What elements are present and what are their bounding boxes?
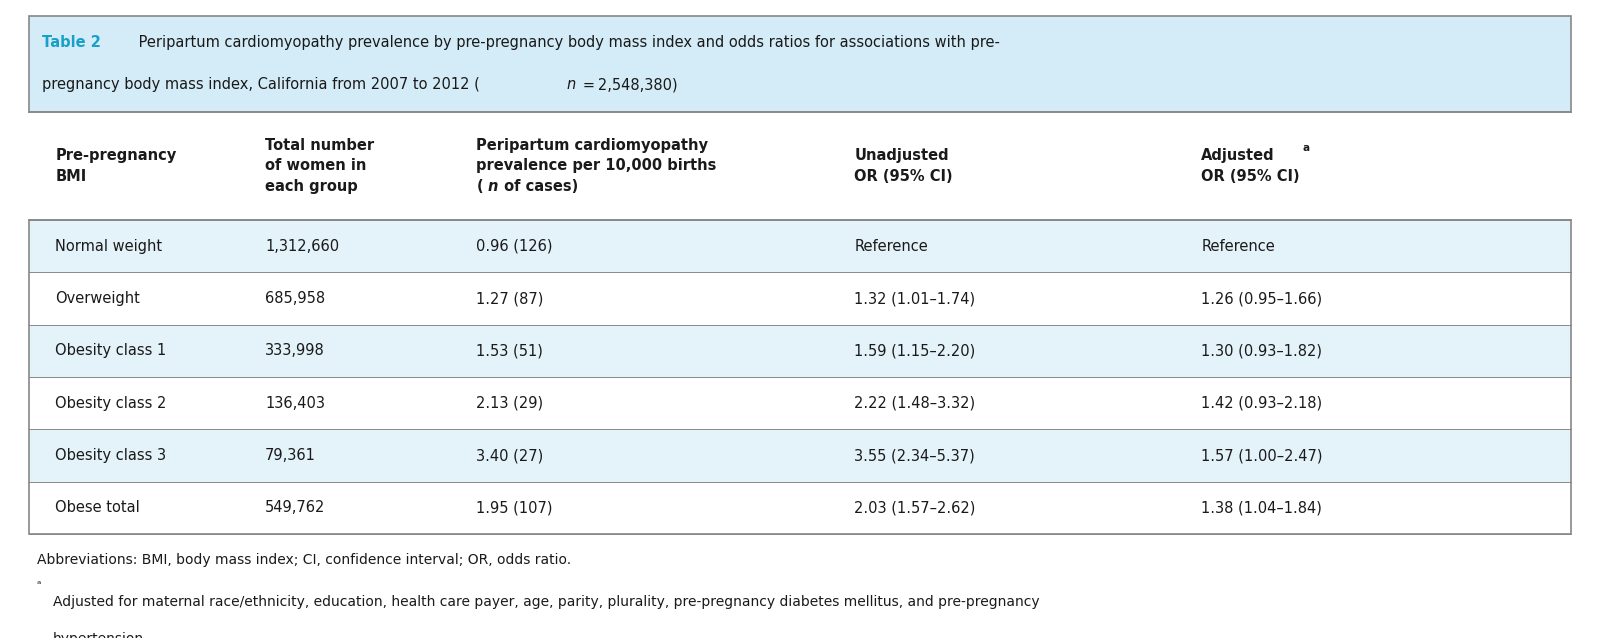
Text: hypertension.: hypertension. xyxy=(53,632,149,638)
Text: 2.22 (1.48–3.32): 2.22 (1.48–3.32) xyxy=(854,396,976,411)
Text: Obesity class 3: Obesity class 3 xyxy=(56,448,166,463)
Text: Adjusted: Adjusted xyxy=(1202,148,1275,163)
Text: OR (95% CI): OR (95% CI) xyxy=(854,168,954,184)
Text: (: ( xyxy=(477,179,483,194)
Text: 1.53 (51): 1.53 (51) xyxy=(477,343,544,359)
Text: 549,762: 549,762 xyxy=(266,500,325,516)
Text: 1.32 (1.01–1.74): 1.32 (1.01–1.74) xyxy=(854,291,976,306)
Text: 1.59 (1.15–2.20): 1.59 (1.15–2.20) xyxy=(854,343,976,359)
Text: 685,958: 685,958 xyxy=(266,291,325,306)
Text: 1.27 (87): 1.27 (87) xyxy=(477,291,544,306)
Bar xyxy=(29,16,1571,112)
Text: Peripartum cardiomyopathy prevalence by pre-pregnancy body mass index and odds r: Peripartum cardiomyopathy prevalence by … xyxy=(134,35,1000,50)
Text: Total number: Total number xyxy=(266,138,374,153)
Bar xyxy=(29,325,1571,377)
Text: Pre-pregnancy: Pre-pregnancy xyxy=(56,148,176,163)
Text: n: n xyxy=(488,179,498,194)
Text: Obesity class 1: Obesity class 1 xyxy=(56,343,166,359)
Text: prevalence per 10,000 births: prevalence per 10,000 births xyxy=(477,158,717,174)
Bar xyxy=(29,16,1571,112)
Text: 79,361: 79,361 xyxy=(266,448,315,463)
Text: 3.40 (27): 3.40 (27) xyxy=(477,448,544,463)
Text: a: a xyxy=(1302,143,1309,153)
Text: each group: each group xyxy=(266,179,358,194)
Bar xyxy=(29,377,1571,429)
Text: Adjusted for maternal race/ethnicity, education, health care payer, age, parity,: Adjusted for maternal race/ethnicity, ed… xyxy=(53,595,1040,609)
Text: n: n xyxy=(566,77,576,93)
Text: BMI: BMI xyxy=(56,168,86,184)
Text: = 2,548,380): = 2,548,380) xyxy=(581,77,678,93)
Bar xyxy=(29,112,1571,220)
Text: pregnancy body mass index, California from 2007 to 2012 (: pregnancy body mass index, California fr… xyxy=(42,77,480,93)
Bar xyxy=(29,220,1571,272)
Text: Reference: Reference xyxy=(1202,239,1275,254)
Text: Obesity class 2: Obesity class 2 xyxy=(56,396,166,411)
Bar xyxy=(29,429,1571,482)
Text: 1.30 (0.93–1.82): 1.30 (0.93–1.82) xyxy=(1202,343,1322,359)
Text: 1.42 (0.93–2.18): 1.42 (0.93–2.18) xyxy=(1202,396,1323,411)
Text: Reference: Reference xyxy=(854,239,928,254)
Text: 1,312,660: 1,312,660 xyxy=(266,239,339,254)
Text: Table 2: Table 2 xyxy=(42,35,101,50)
Text: Overweight: Overweight xyxy=(56,291,141,306)
Text: 1.57 (1.00–2.47): 1.57 (1.00–2.47) xyxy=(1202,448,1323,463)
Text: 3.55 (2.34–5.37): 3.55 (2.34–5.37) xyxy=(854,448,974,463)
Text: 2.13 (29): 2.13 (29) xyxy=(477,396,544,411)
Text: of cases): of cases) xyxy=(499,179,578,194)
Bar xyxy=(29,220,1571,534)
Text: Unadjusted: Unadjusted xyxy=(854,148,949,163)
Text: 1.26 (0.95–1.66): 1.26 (0.95–1.66) xyxy=(1202,291,1323,306)
Text: Peripartum cardiomyopathy: Peripartum cardiomyopathy xyxy=(477,138,709,153)
Text: ᵃ: ᵃ xyxy=(37,580,42,590)
Text: Normal weight: Normal weight xyxy=(56,239,163,254)
Text: Abbreviations: BMI, body mass index; CI, confidence interval; OR, odds ratio.: Abbreviations: BMI, body mass index; CI,… xyxy=(37,553,571,567)
Bar xyxy=(29,482,1571,534)
Text: 1.38 (1.04–1.84): 1.38 (1.04–1.84) xyxy=(1202,500,1322,516)
Text: 2.03 (1.57–2.62): 2.03 (1.57–2.62) xyxy=(854,500,976,516)
Bar xyxy=(29,272,1571,325)
Text: 1.95 (107): 1.95 (107) xyxy=(477,500,554,516)
Text: Obese total: Obese total xyxy=(56,500,141,516)
Text: OR (95% CI): OR (95% CI) xyxy=(1202,168,1299,184)
Text: 136,403: 136,403 xyxy=(266,396,325,411)
Text: 333,998: 333,998 xyxy=(266,343,325,359)
Text: 0.96 (126): 0.96 (126) xyxy=(477,239,554,254)
Text: of women in: of women in xyxy=(266,158,366,174)
